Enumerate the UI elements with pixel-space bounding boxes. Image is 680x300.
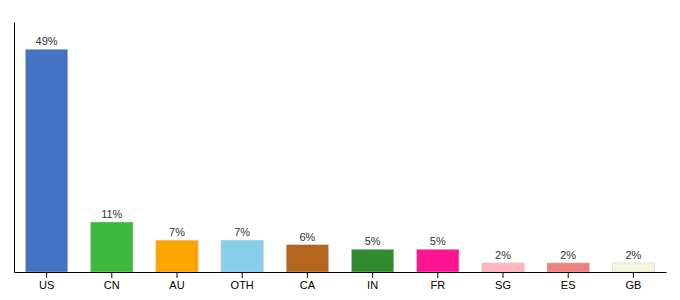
chart: US CN AU OTH CA IN FR SG ES GB 49% 11% 7% 7% 6% 5% 5% 2% 2… <box>0 0 680 300</box>
x-tick-label: CN <box>104 279 120 291</box>
bar <box>612 263 654 272</box>
data-label: 7% <box>234 226 250 238</box>
bars <box>25 49 654 272</box>
x-tick-mark <box>242 272 243 278</box>
bar <box>417 249 459 272</box>
x-tick-mark <box>372 272 373 278</box>
data-label: 2% <box>625 249 641 261</box>
x-tick-label: GB <box>625 279 641 291</box>
x-tick-mark <box>111 272 112 278</box>
x-tick-label: US <box>39 279 54 291</box>
x-tick-mark <box>177 272 178 278</box>
data-label: 49% <box>36 35 58 47</box>
data-label: 7% <box>169 226 185 238</box>
x-tick-mark <box>437 272 438 278</box>
x-axis: US CN AU OTH CA IN FR SG ES GB <box>15 272 667 291</box>
bar <box>91 222 133 272</box>
x-tick-mark <box>307 272 308 278</box>
plot: US CN AU OTH CA IN FR SG ES GB 49% 11% 7% 7% 6% 5% 5% 2% 2… <box>15 23 667 291</box>
y-axis-line <box>14 23 15 273</box>
x-tick-label: ES <box>561 279 576 291</box>
x-tick-label: AU <box>169 279 184 291</box>
data-label: 11% <box>101 208 122 220</box>
x-tick: CA <box>300 272 316 291</box>
bar <box>482 263 524 272</box>
x-tick: US <box>39 272 54 291</box>
data-label: 6% <box>299 231 315 243</box>
x-tick-mark <box>633 272 634 278</box>
data-label: 2% <box>560 249 576 261</box>
x-tick: IN <box>367 272 378 291</box>
bar <box>286 245 328 272</box>
x-tick-mark <box>46 272 47 278</box>
bar <box>221 240 263 272</box>
x-tick-label: FR <box>430 279 445 291</box>
x-tick: AU <box>169 272 184 291</box>
bar <box>351 249 393 272</box>
bar <box>547 263 589 272</box>
x-tick: FR <box>430 272 445 291</box>
x-tick: CN <box>104 272 120 291</box>
x-tick: GB <box>625 272 641 291</box>
x-tick-label: OTH <box>231 279 254 291</box>
x-tick-label: CA <box>300 279 316 291</box>
data-label: 5% <box>365 235 381 247</box>
x-tick-mark <box>503 272 504 278</box>
x-tick: SG <box>495 272 511 291</box>
data-label: 2% <box>495 249 511 261</box>
bar <box>156 240 198 272</box>
bar <box>25 49 67 272</box>
x-tick: ES <box>561 272 576 291</box>
data-labels: 49% 11% 7% 7% 6% 5% 5% 2% 2% 2% <box>36 35 642 261</box>
y-axis <box>14 23 15 273</box>
x-tick: OTH <box>231 272 254 291</box>
x-tick-label: IN <box>367 279 378 291</box>
x-tick-mark <box>568 272 569 278</box>
x-tick-label: SG <box>495 279 511 291</box>
data-label: 5% <box>430 235 446 247</box>
